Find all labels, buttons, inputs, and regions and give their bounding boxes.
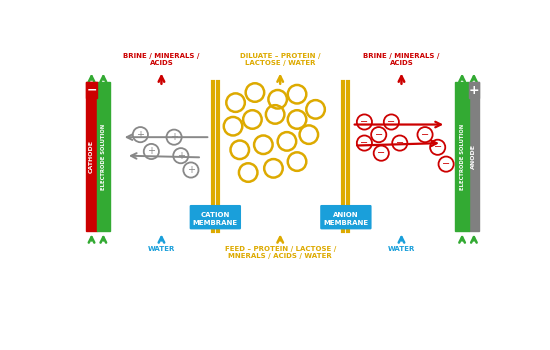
Text: +: + [170, 132, 178, 142]
Text: −: − [421, 130, 429, 140]
Text: −: − [86, 84, 97, 97]
FancyBboxPatch shape [320, 205, 372, 229]
Text: MNERALS / ACIDS / WATER: MNERALS / ACIDS / WATER [228, 253, 332, 259]
Bar [97, 82, 110, 231]
Text: +: + [187, 165, 195, 175]
Text: WATER: WATER [388, 246, 415, 252]
Text: ACIDS: ACIDS [389, 60, 414, 65]
Text: LACTOSE / WATER: LACTOSE / WATER [245, 60, 316, 65]
Text: DILUATE – PROTEIN /: DILUATE – PROTEIN / [240, 53, 321, 59]
Text: −: − [360, 138, 368, 148]
Bar [86, 82, 97, 98]
Text: BRINE / MINERALS /: BRINE / MINERALS / [364, 53, 439, 59]
Text: FEED – PROTEIN / LACTOSE /: FEED – PROTEIN / LACTOSE / [224, 246, 336, 252]
Text: CATION: CATION [201, 212, 230, 218]
Text: BRINE / MINERALS /: BRINE / MINERALS / [123, 53, 200, 59]
Text: −: − [375, 130, 383, 140]
Text: −: − [395, 138, 404, 148]
Text: +: + [136, 130, 145, 140]
Text: +: + [177, 151, 185, 161]
FancyBboxPatch shape [190, 205, 241, 229]
Text: −: − [442, 159, 450, 169]
Text: −: − [360, 117, 368, 127]
Bar [86, 82, 97, 231]
Bar [455, 82, 469, 231]
Text: −: − [387, 117, 395, 127]
Text: ELECTRODE SOLUTION: ELECTRODE SOLUTION [460, 124, 465, 190]
Text: CATHODE: CATHODE [89, 140, 94, 174]
Text: ANODE: ANODE [471, 145, 476, 169]
Text: ACIDS: ACIDS [150, 60, 173, 65]
Text: ELECTRODE SOLUTION: ELECTRODE SOLUTION [101, 124, 106, 190]
Text: MEMBRANE: MEMBRANE [193, 220, 238, 226]
Text: +: + [147, 147, 155, 156]
Bar [469, 82, 479, 98]
Bar [469, 82, 479, 231]
Text: −: − [377, 148, 386, 158]
Text: MEMBRANE: MEMBRANE [323, 220, 368, 226]
Text: ANION: ANION [333, 212, 359, 218]
Text: WATER: WATER [148, 246, 175, 252]
Text: −: − [433, 142, 442, 152]
Text: +: + [469, 84, 479, 97]
